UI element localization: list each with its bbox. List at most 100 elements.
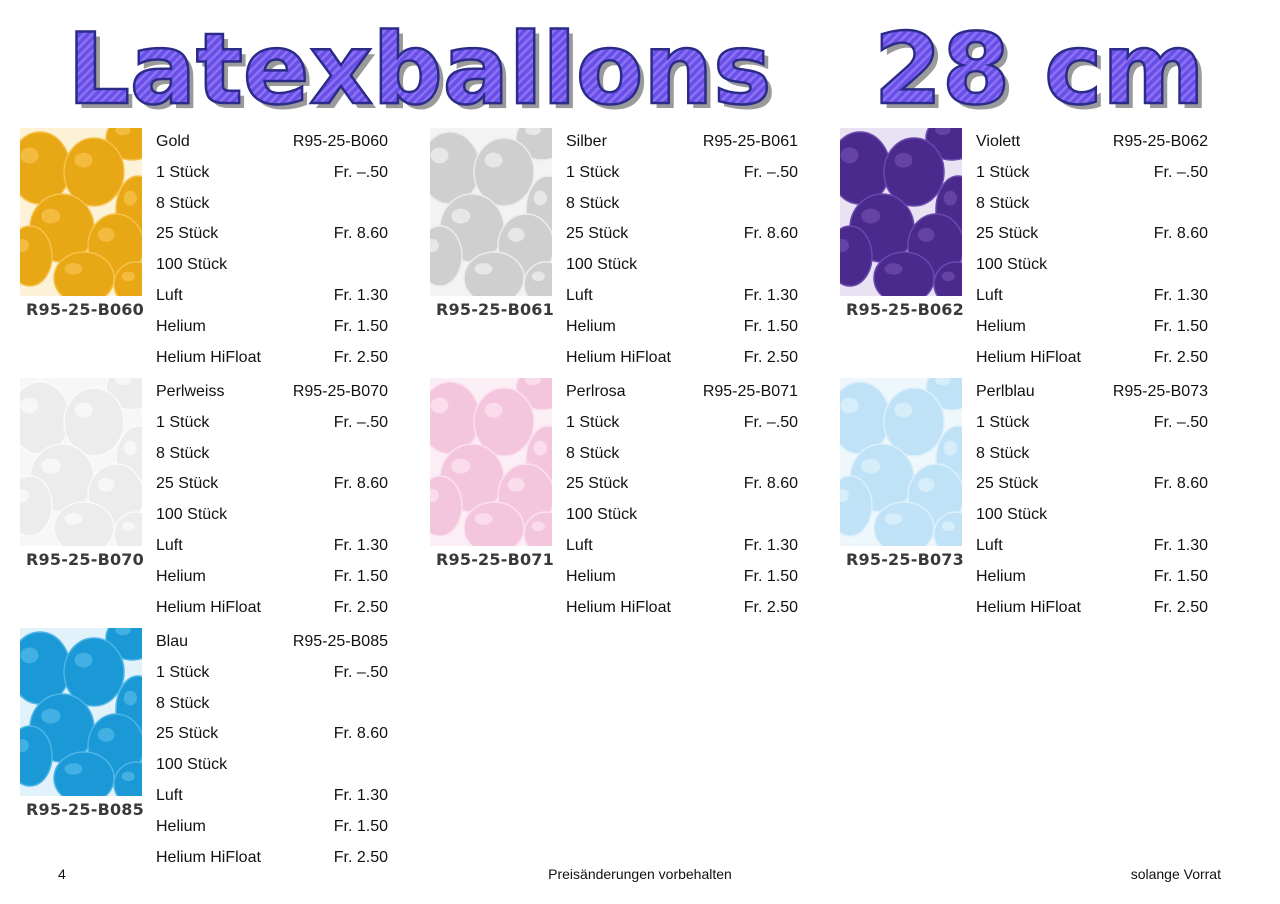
quantity-label: Helium HiFloat [976, 348, 1081, 366]
quantity-label: Helium [976, 317, 1026, 335]
price-value: Fr. 8.60 [333, 475, 388, 493]
price-value: Fr. 2.50 [743, 348, 798, 366]
product-header-row: Blau R95-25-B085 [156, 630, 388, 661]
photo-code-label: R95-25-B060 [26, 300, 144, 319]
price-value: Fr. 1.50 [743, 567, 798, 585]
quantity-label: Helium [976, 567, 1026, 585]
price-row: 25 Stück Fr. 8.60 [566, 222, 798, 253]
price-row: 100 Stück [156, 753, 388, 784]
price-row: 25 Stück Fr. 8.60 [156, 722, 388, 753]
article-code: R95-25-B062 [1112, 133, 1208, 150]
quantity-label: 1 Stück [156, 163, 210, 181]
price-row: 100 Stück [976, 253, 1208, 284]
quantity-label: 100 Stück [566, 506, 638, 524]
price-row: Luft Fr. 1.30 [976, 284, 1208, 315]
quantity-label: 100 Stück [156, 256, 228, 274]
price-row: 1 Stück Fr. –.50 [156, 411, 388, 442]
article-code: R95-25-B073 [1112, 383, 1208, 400]
price-value: Fr. 2.50 [333, 598, 388, 616]
price-row: Luft Fr. 1.30 [156, 534, 388, 565]
price-row: 8 Stück [976, 192, 1208, 223]
price-row: 8 Stück [156, 442, 388, 473]
price-value: Fr. 8.60 [1153, 225, 1208, 243]
price-row: Helium HiFloat Fr. 2.50 [566, 346, 798, 377]
price-value: Fr. 1.50 [333, 567, 388, 585]
price-row: 1 Stück Fr. –.50 [156, 161, 388, 192]
quantity-label: 100 Stück [976, 506, 1048, 524]
price-value: Fr. 2.50 [333, 348, 388, 366]
page-title-text: Latexballons 28 cm [67, 13, 1204, 126]
balloon-photo [20, 378, 142, 546]
balloon-photo [20, 628, 142, 796]
price-list: Silber R95-25-B061 1 Stück Fr. –.50 8 Stück 2… [566, 130, 798, 376]
price-row: Luft Fr. 1.30 [156, 784, 388, 815]
color-name: Perlrosa [566, 383, 626, 400]
quantity-label: Helium HiFloat [156, 598, 261, 616]
price-value: Fr. 1.30 [333, 786, 388, 804]
price-row: Helium HiFloat Fr. 2.50 [156, 596, 388, 627]
price-row: 8 Stück [566, 192, 798, 223]
quantity-label: 100 Stück [566, 256, 638, 274]
photo-code-label: R95-25-B085 [26, 800, 144, 819]
quantity-label: Luft [976, 536, 1003, 554]
price-row: Luft Fr. 1.30 [976, 534, 1208, 565]
page-title: Latexballons 28 cm Latexballons 28 cm [66, 12, 1209, 126]
price-value: Fr. 8.60 [743, 475, 798, 493]
photo-code-label: R95-25-B071 [436, 550, 554, 569]
quantity-label: 8 Stück [566, 444, 620, 462]
quantity-label: 8 Stück [156, 194, 210, 212]
price-list: Perlrosa R95-25-B071 1 Stück Fr. –.50 8 Stüc… [566, 380, 798, 626]
quantity-label: 1 Stück [156, 413, 210, 431]
price-row: Helium Fr. 1.50 [566, 565, 798, 596]
quantity-label: 1 Stück [156, 663, 210, 681]
price-value: Fr. –.50 [743, 413, 798, 431]
price-value: Fr. –.50 [333, 663, 388, 681]
price-row: 25 Stück Fr. 8.60 [566, 472, 798, 503]
price-row: Helium HiFloat Fr. 2.50 [976, 346, 1208, 377]
price-row: 100 Stück [976, 503, 1208, 534]
article-code: R95-25-B060 [292, 133, 388, 150]
quantity-label: 25 Stück [156, 225, 219, 243]
price-row: 100 Stück [156, 503, 388, 534]
page-title-shadow: Latexballons 28 cm [72, 18, 1209, 126]
price-change-note: Preisänderungen vorbehalten [548, 866, 732, 882]
photo-code-label: R95-25-B061 [436, 300, 554, 319]
price-row: 1 Stück Fr. –.50 [156, 661, 388, 692]
quantity-label: Helium HiFloat [156, 848, 261, 866]
price-row: 25 Stück Fr. 8.60 [156, 222, 388, 253]
quantity-label: Helium [566, 317, 616, 335]
quantity-label: Luft [566, 536, 593, 554]
quantity-label: 8 Stück [566, 194, 620, 212]
product-card: R95-25-B060 Gold R95-25-B060 1 Stück Fr. –.5… [20, 128, 400, 373]
price-value: Fr. 2.50 [1153, 598, 1208, 616]
price-row: 1 Stück Fr. –.50 [566, 161, 798, 192]
quantity-label: Helium HiFloat [566, 348, 671, 366]
price-value: Fr. 1.50 [333, 817, 388, 835]
price-row: Helium Fr. 1.50 [976, 315, 1208, 346]
color-name: Gold [156, 133, 190, 150]
quantity-label: 1 Stück [566, 413, 620, 431]
color-name: Silber [566, 133, 607, 150]
quantity-label: Luft [156, 786, 183, 804]
price-value: Fr. 8.60 [333, 225, 388, 243]
product-header-row: Perlrosa R95-25-B071 [566, 380, 798, 411]
quantity-label: Helium HiFloat [566, 598, 671, 616]
price-value: Fr. 1.30 [743, 536, 798, 554]
article-code: R95-25-B061 [702, 133, 798, 150]
quantity-label: 8 Stück [156, 694, 210, 712]
price-list: Perlblau R95-25-B073 1 Stück Fr. –.50 8 Stüc… [976, 380, 1208, 626]
price-row: Helium Fr. 1.50 [156, 565, 388, 596]
quantity-label: 25 Stück [976, 475, 1039, 493]
color-name: Perlblau [976, 383, 1035, 400]
product-header-row: Silber R95-25-B061 [566, 130, 798, 161]
article-code: R95-25-B071 [702, 383, 798, 400]
quantity-label: 25 Stück [156, 475, 219, 493]
photo-code-label: R95-25-B073 [846, 550, 964, 569]
quantity-label: Luft [566, 286, 593, 304]
price-row: 1 Stück Fr. –.50 [976, 411, 1208, 442]
price-row: 8 Stück [156, 192, 388, 223]
price-row: 8 Stück [566, 442, 798, 473]
quantity-label: Helium HiFloat [156, 348, 261, 366]
price-value: Fr. 2.50 [743, 598, 798, 616]
quantity-label: 8 Stück [976, 444, 1030, 462]
